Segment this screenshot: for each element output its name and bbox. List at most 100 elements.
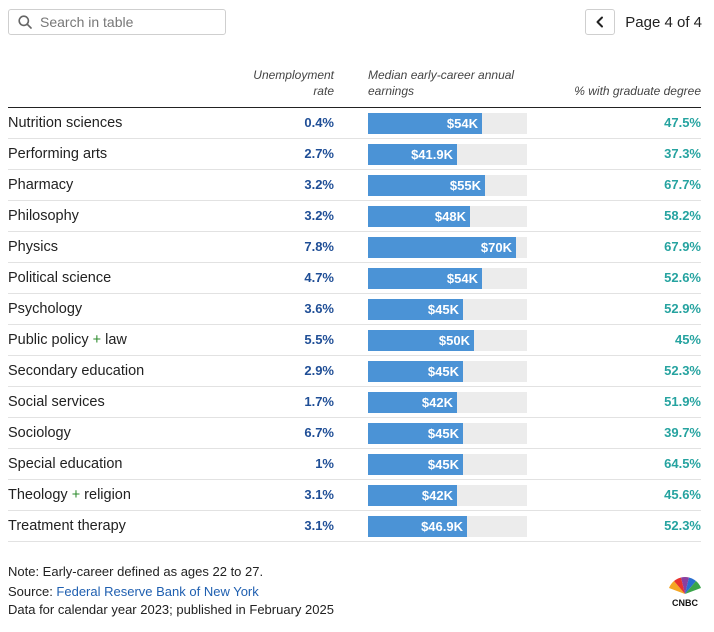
- table-row: Social services 1.7% $42K 51.9%: [8, 387, 701, 418]
- table-row: Special education 1% $45K 64.5%: [8, 449, 701, 480]
- previous-page-button[interactable]: [585, 9, 616, 35]
- earnings-bar-track: $70K: [368, 237, 527, 258]
- unemployment-rate: 6.7%: [304, 425, 334, 440]
- earnings-bar-track: $41.9K: [368, 144, 527, 165]
- earnings-bar: $45K: [368, 423, 463, 444]
- earnings-label: $70K: [480, 240, 512, 255]
- major-name: Pharmacy: [8, 177, 74, 193]
- column-header-unemployment: Unemployment rate: [228, 67, 334, 99]
- graduate-degree-pct: 52.6%: [664, 270, 701, 285]
- earnings-bar: $54K: [368, 268, 482, 289]
- table-row: Secondary education 2.9% $45K 52.3%: [8, 356, 701, 387]
- graduate-degree-pct: 67.7%: [664, 177, 701, 192]
- earnings-label: $46.9K: [421, 519, 463, 534]
- table-row: Physics 7.8% $70K 67.9%: [8, 232, 701, 263]
- graduate-degree-pct: 52.3%: [664, 518, 701, 533]
- source-link[interactable]: Federal Reserve Bank of New York: [56, 584, 259, 599]
- earnings-bar-track: $42K: [368, 392, 527, 413]
- graduate-degree-pct: 52.9%: [664, 301, 701, 316]
- unemployment-rate: 3.2%: [304, 208, 334, 223]
- unemployment-rate: 1.7%: [304, 394, 334, 409]
- earnings-label: $42K: [421, 395, 453, 410]
- graduate-degree-pct: 39.7%: [664, 425, 701, 440]
- major-name: Theology + religion: [8, 487, 131, 503]
- major-name: Treatment therapy: [8, 518, 126, 534]
- earnings-bar: $70K: [368, 237, 516, 258]
- unemployment-rate: 2.7%: [304, 146, 334, 161]
- table-row: Theology + religion 3.1% $42K 45.6%: [8, 480, 701, 511]
- chevron-left-icon: [596, 16, 604, 28]
- search-box[interactable]: [8, 9, 226, 35]
- search-icon: [18, 15, 32, 29]
- unemployment-rate: 4.7%: [304, 270, 334, 285]
- unemployment-rate: 2.9%: [304, 363, 334, 378]
- column-header-earnings: Median early-career annual earnings: [368, 67, 538, 99]
- major-name: Special education: [8, 456, 123, 472]
- unemployment-rate: 0.4%: [304, 115, 334, 130]
- header-earnings-line1: Median early-career annual: [368, 68, 515, 82]
- table-row: Public policy + law 5.5% $50K 45%: [8, 325, 701, 356]
- search-input[interactable]: [38, 13, 212, 31]
- earnings-bar-track: $55K: [368, 175, 527, 196]
- earnings-bar: $45K: [368, 454, 463, 475]
- earnings-label: $41.9K: [411, 147, 453, 162]
- major-name: Performing arts: [8, 146, 108, 162]
- earnings-bar: $46.9K: [368, 516, 467, 537]
- major-name: Physics: [8, 239, 58, 255]
- earnings-bar: $45K: [368, 299, 463, 320]
- earnings-label: $45K: [427, 457, 459, 472]
- graduate-degree-pct: 64.5%: [664, 456, 701, 471]
- earnings-bar-track: $42K: [368, 485, 527, 506]
- header-unemployment-line2: rate: [313, 84, 334, 98]
- major-name: Psychology: [8, 301, 83, 317]
- graduate-degree-pct: 47.5%: [664, 115, 701, 130]
- earnings-bar-track: $45K: [368, 423, 527, 444]
- earnings-label: $45K: [427, 302, 459, 317]
- pagination: Page 4 of 4: [585, 9, 702, 35]
- earnings-label: $48K: [434, 209, 466, 224]
- table-row: Political science 4.7% $54K 52.6%: [8, 263, 701, 294]
- earnings-bar-track: $48K: [368, 206, 527, 227]
- earnings-bar-track: $54K: [368, 268, 527, 289]
- earnings-label: $54K: [446, 271, 478, 286]
- earnings-bar: $41.9K: [368, 144, 457, 165]
- earnings-label: $45K: [427, 364, 459, 379]
- source-prefix: Source:: [8, 584, 57, 599]
- unemployment-rate: 3.2%: [304, 177, 334, 192]
- header-divider: [8, 107, 701, 108]
- earnings-bar-track: $45K: [368, 299, 527, 320]
- major-name: Secondary education: [8, 363, 145, 379]
- table-row: Performing arts 2.7% $41.9K 37.3%: [8, 139, 701, 170]
- earnings-bar-track: $50K: [368, 330, 527, 351]
- earnings-label: $54K: [446, 116, 478, 131]
- unemployment-rate: 1%: [315, 456, 334, 471]
- table-row: Pharmacy 3.2% $55K 67.7%: [8, 170, 701, 201]
- table-row: Sociology 6.7% $45K 39.7%: [8, 418, 701, 449]
- header-unemployment-line1: Unemployment: [253, 68, 334, 82]
- graduate-degree-pct: 45%: [674, 332, 701, 347]
- earnings-bar: $42K: [368, 392, 457, 413]
- graduate-degree-pct: 52.3%: [664, 363, 701, 378]
- major-name: Nutrition sciences: [8, 115, 123, 131]
- major-name: Philosophy: [8, 208, 79, 224]
- unemployment-rate: 3.1%: [304, 487, 334, 502]
- unemployment-rate: 7.8%: [304, 239, 334, 254]
- table-row: Nutrition sciences 0.4% $54K 47.5%: [8, 108, 701, 139]
- earnings-label: $42K: [421, 488, 453, 503]
- earnings-bar-track: $45K: [368, 454, 527, 475]
- earnings-bar: $50K: [368, 330, 474, 351]
- unemployment-rate: 5.5%: [304, 332, 334, 347]
- major-name: Social services: [8, 394, 105, 410]
- footer-data-note: Data for calendar year 2023; published i…: [8, 602, 334, 617]
- page-indicator: Page 4 of 4: [625, 13, 702, 31]
- graduate-degree-pct: 58.2%: [664, 208, 701, 223]
- earnings-bar: $54K: [368, 113, 482, 134]
- earnings-bar: $48K: [368, 206, 470, 227]
- cnbc-logo: CNBC: [669, 577, 701, 608]
- earnings-bar: $45K: [368, 361, 463, 382]
- unemployment-rate: 3.1%: [304, 518, 334, 533]
- graduate-degree-pct: 37.3%: [664, 146, 701, 161]
- logo-text: CNBC: [672, 598, 698, 608]
- earnings-bar: $42K: [368, 485, 457, 506]
- major-name: Political science: [8, 270, 112, 286]
